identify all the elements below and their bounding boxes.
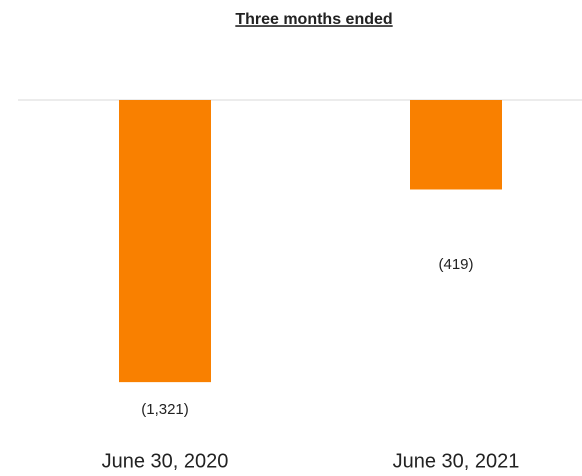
bar <box>119 100 211 383</box>
chart-title: Three months ended <box>235 11 392 28</box>
value-label: (419) <box>438 256 473 273</box>
value-label: (1,321) <box>141 401 189 418</box>
x-tick-label: June 30, 2020 <box>102 450 229 472</box>
x-tick-label: June 30, 2021 <box>393 450 520 472</box>
bar <box>410 100 502 190</box>
